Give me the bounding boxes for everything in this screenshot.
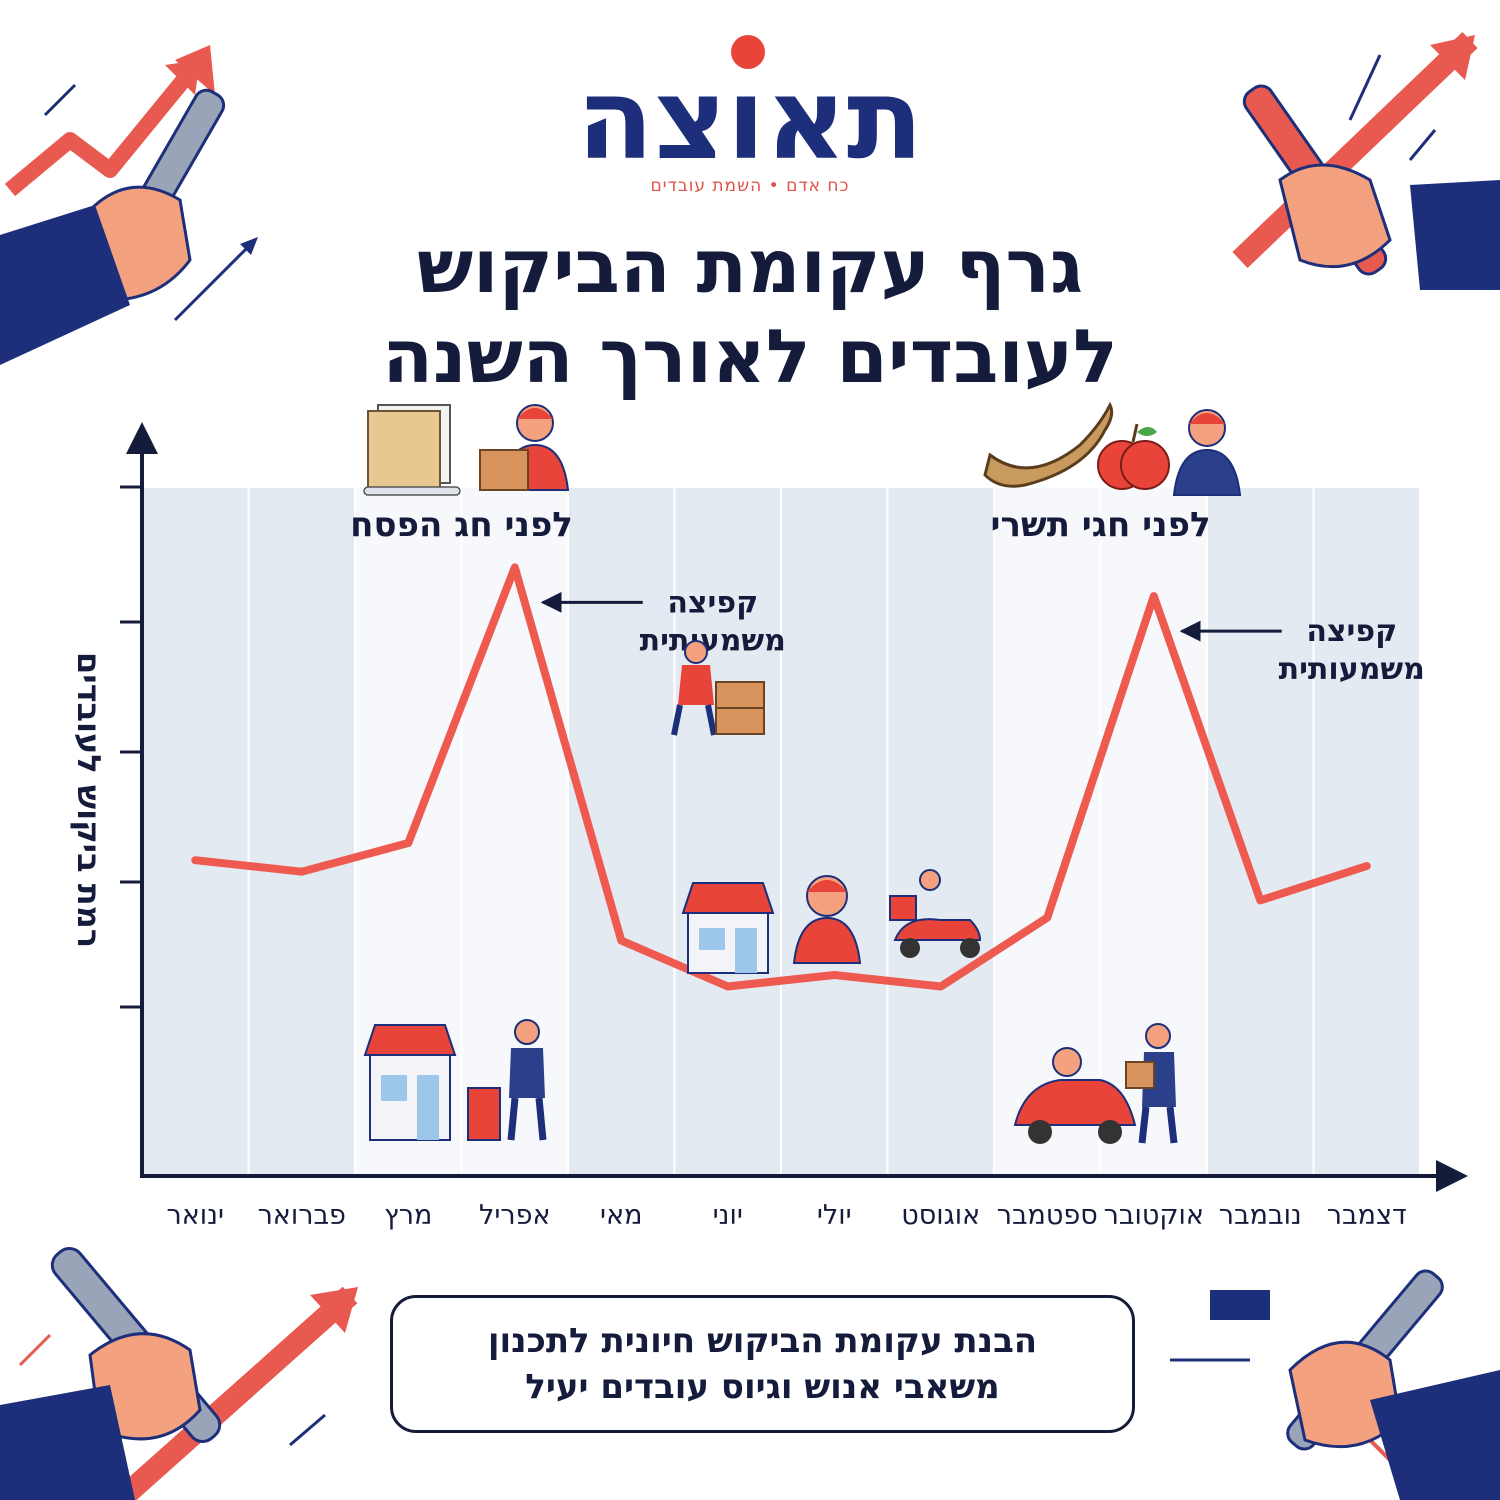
month-column [673,486,782,1177]
season-label: לפני חגי תשרי [990,505,1210,545]
data-point [192,857,199,864]
x-tick-label: ינואר [167,1200,225,1231]
annotation-text: קפיצה [1306,614,1397,649]
x-tick-label: מרץ [384,1200,432,1231]
month-column [886,486,995,1177]
matzah-icon [363,404,461,496]
x-tick-label: ספטמבר [997,1200,1098,1231]
footer-line-1: הבנת עקומת הביקוש חיונית לתכנון [487,1321,1038,1361]
season-labels: לפני חג הפסח לפני חגי תשרי [350,505,1210,545]
car-driver-icon [1013,1047,1137,1144]
cashier-icon [792,875,862,964]
month-columns [141,486,1421,1177]
annotation-text: משמעותית [640,623,786,658]
footer-line-2: משאבי אנוש וגיוס עובדים יעיל [525,1367,1000,1407]
x-tick-label: דצמבר [1327,1200,1407,1231]
x-tick-label: אוקטובר [1104,1200,1204,1231]
hand-wrench-arrow-icon [1170,1269,1500,1500]
data-point [405,839,412,846]
page-title-line-1: גרף עקומת הביקוש [416,224,1084,310]
data-point [937,983,944,990]
worker-with-box-icon [479,404,570,491]
brand-logo: תאוצה [577,35,924,170]
series-line [191,563,1371,991]
annotation-text: קפיצה [667,585,758,620]
x-tick-label: יוני [713,1200,743,1231]
delivery-worker-icon [1125,1023,1178,1144]
month-column [993,486,1102,1177]
shop-worker-icon [363,1019,547,1141]
month-column [780,486,889,1177]
y-axis-ticks [120,485,142,1009]
x-tick-label: נובמבר [1219,1200,1302,1231]
x-tick-label: יולי [817,1200,852,1231]
y-axis-label: רמת ביקוש לעובדים [70,652,108,948]
data-point [618,937,625,944]
x-tick-label: מאי [600,1200,642,1231]
month-column [567,486,676,1177]
page-title-line-2: לעובדים לאורך השנה [382,314,1118,400]
page-title: גרף עקומת הביקוש לעובדים לאורך השנה [250,222,1250,402]
data-point [1257,897,1264,904]
worker-carrying-boxes-icon [671,640,765,736]
data-point [724,983,731,990]
data-point [1044,914,1051,921]
annotation-text: משמעותית [1279,652,1425,687]
footer-note: הבנת עקומת הביקוש חיונית לתכנון משאבי אנ… [390,1295,1135,1433]
worker-icon [1172,409,1242,496]
x-tick-label: אפריל [479,1200,551,1231]
series-points [192,564,1370,990]
data-point [1150,593,1157,600]
data-point [1363,862,1370,869]
delivery-scooter-icon [889,869,982,958]
hand-wrench-arrow-icon [1232,32,1500,290]
hand-wrench-arrow-icon [0,1247,358,1500]
apple-icon [1097,423,1170,490]
month-column [1312,486,1421,1177]
shofar-icon [983,401,1114,488]
brand-logo-text: תאוצה [577,55,924,170]
month-column [247,486,356,1177]
x-axis-labels: ינואר פברואר מרץ אפריל מאי יוני יולי אוגוסט ספטמ… [167,1200,1407,1231]
data-point [831,972,838,979]
data-point [298,868,305,875]
data-point [511,564,518,571]
season-label: לפני חג הפסח [350,505,573,545]
hand-wrench-arrow-icon [0,45,258,365]
brand-tagline: כח אדם • השמת עובדים [650,176,850,196]
shop-icon [681,882,775,974]
x-tick-label: אוגוסט [901,1200,980,1231]
month-column [141,486,250,1177]
x-tick-label: פברואר [258,1200,346,1231]
month-column [1206,486,1315,1177]
